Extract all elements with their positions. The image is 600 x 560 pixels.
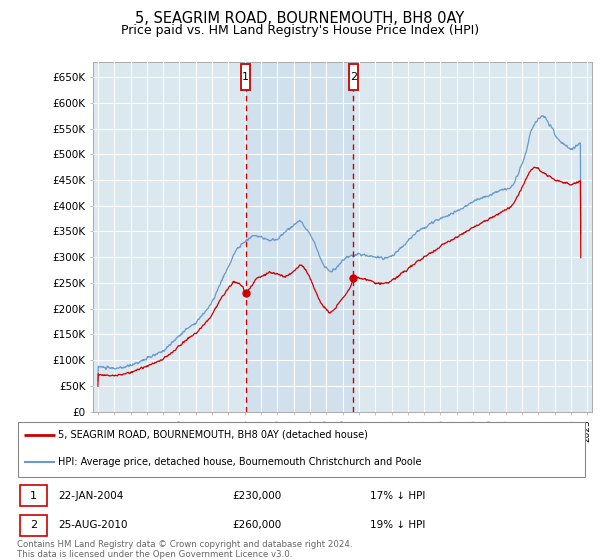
Text: 25-AUG-2010: 25-AUG-2010	[58, 520, 127, 530]
Text: 22-JAN-2004: 22-JAN-2004	[58, 491, 124, 501]
Text: 2: 2	[30, 520, 37, 530]
Text: 19% ↓ HPI: 19% ↓ HPI	[370, 520, 425, 530]
Text: Contains HM Land Registry data © Crown copyright and database right 2024.
This d: Contains HM Land Registry data © Crown c…	[17, 540, 352, 559]
Text: £260,000: £260,000	[233, 520, 282, 530]
FancyBboxPatch shape	[18, 422, 585, 477]
Text: 1: 1	[30, 491, 37, 501]
Text: 1: 1	[242, 72, 249, 82]
Text: 2: 2	[350, 72, 357, 82]
Text: 5, SEAGRIM ROAD, BOURNEMOUTH, BH8 0AY: 5, SEAGRIM ROAD, BOURNEMOUTH, BH8 0AY	[136, 11, 464, 26]
Text: HPI: Average price, detached house, Bournemouth Christchurch and Poole: HPI: Average price, detached house, Bour…	[58, 458, 421, 468]
Text: Price paid vs. HM Land Registry's House Price Index (HPI): Price paid vs. HM Land Registry's House …	[121, 24, 479, 36]
FancyBboxPatch shape	[20, 515, 47, 536]
FancyBboxPatch shape	[349, 64, 358, 91]
Text: 17% ↓ HPI: 17% ↓ HPI	[370, 491, 425, 501]
Bar	[245, 62, 353, 412]
FancyBboxPatch shape	[241, 64, 250, 91]
FancyBboxPatch shape	[20, 485, 47, 506]
Text: 5, SEAGRIM ROAD, BOURNEMOUTH, BH8 0AY (detached house): 5, SEAGRIM ROAD, BOURNEMOUTH, BH8 0AY (d…	[58, 430, 368, 440]
Text: £230,000: £230,000	[233, 491, 282, 501]
